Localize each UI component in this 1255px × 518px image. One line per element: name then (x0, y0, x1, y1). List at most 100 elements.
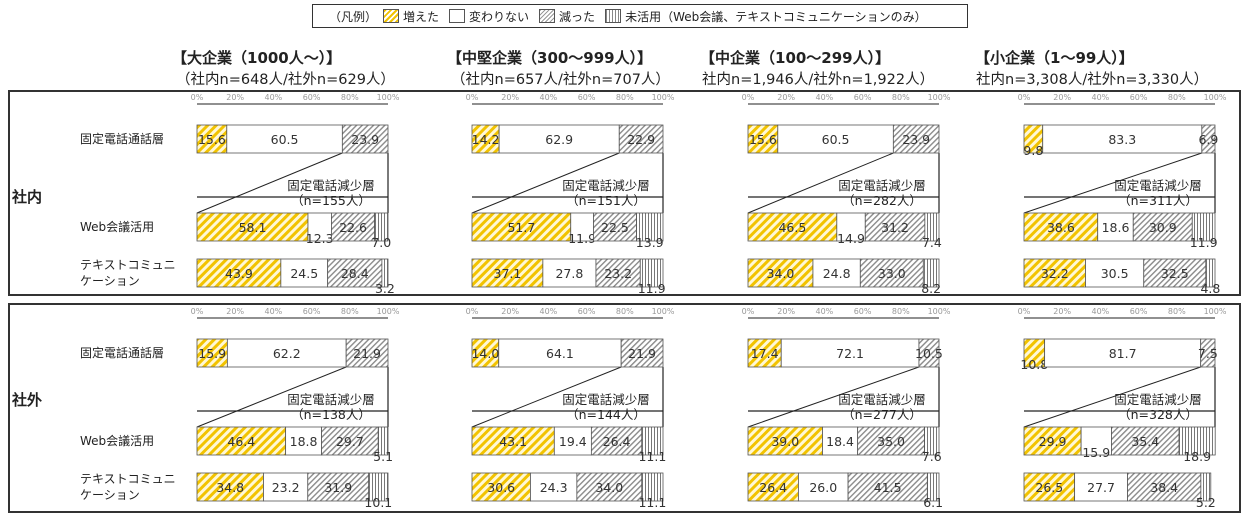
bar-value-label: 21.9 (628, 346, 656, 361)
bar-segment-unchanged (1080, 426, 1112, 456)
axis-tick-label: 80% (616, 307, 634, 316)
bar-value-label: 30.5 (1101, 266, 1129, 281)
bar-value-label: 14.0 (471, 346, 499, 361)
bar-value-label: 32.2 (1041, 266, 1069, 281)
subgroup-n-label: （n=282人） (842, 193, 922, 208)
bar-segment-decreased (1201, 124, 1216, 154)
axis-tick-label: 20% (777, 307, 795, 316)
bar-value-label: 10.8 (1020, 357, 1048, 372)
axis-tick-label: 0% (466, 93, 479, 102)
bar-value-label: 15.9 (1082, 445, 1110, 460)
bar-value-label: 13.9 (636, 235, 664, 250)
bar-segment-decreased (918, 338, 940, 368)
bar-value-label: 23.9 (351, 132, 379, 147)
section-external-box (8, 303, 1241, 513)
bar-value-label: 43.9 (225, 266, 253, 281)
bar-value-label: 9.8 (1023, 143, 1043, 158)
bar-value-label: 23.2 (604, 266, 632, 281)
bar-segment-increased (471, 472, 531, 502)
bar-value-label: 6.1 (923, 495, 943, 510)
bar-value-label: 15.6 (198, 132, 226, 147)
bar-value-label: 18.8 (290, 434, 318, 449)
bar-value-label: 26.5 (1035, 480, 1063, 495)
axis-tick-label: 80% (1168, 93, 1186, 102)
axis-tick-label: 100% (652, 93, 675, 102)
bar-segment-decreased (590, 426, 643, 456)
bar-value-label: 30.6 (487, 480, 515, 495)
bar-segment-decreased (857, 426, 925, 456)
axis-tick-label: 20% (1053, 307, 1071, 316)
bar-segment-decreased (1111, 426, 1180, 456)
bar-segment-decreased (1132, 212, 1193, 242)
legend-label-unused: 未活用（Web会議、テキストコミュニケーションのみ） (625, 9, 927, 24)
bar-segment-increased (196, 472, 264, 502)
bar-value-label: 14.2 (472, 132, 500, 147)
bar-value-label: 22.9 (627, 132, 655, 147)
legend: （凡例） 増えた 変わりない 減った 未活用（Web会議、テキストコミュニケーシ… (312, 4, 968, 28)
bar-segment-unchanged (812, 258, 861, 288)
bar-segment-decreased (595, 258, 641, 288)
same-swatch (449, 9, 466, 23)
row-label: テキストコミュニ ケーション (80, 472, 176, 502)
bar-value-label: 5.1 (373, 449, 393, 464)
axis-tick-label: 80% (616, 93, 634, 102)
bar-segment-increased (747, 426, 823, 456)
subgroup-label: 固定電話減少層 (562, 178, 650, 193)
bar-segment-unused (377, 426, 389, 456)
bar-value-label: 46.5 (778, 220, 806, 235)
bar-segment-decreased (618, 124, 664, 154)
legend-item-unused: 未活用（Web会議、テキストコミュニケーションのみ） (605, 8, 927, 25)
bar-segment-increased (196, 258, 282, 288)
bar-segment-unused (926, 472, 940, 502)
bar-segment-unchanged (1042, 124, 1203, 154)
axis-tick-label: 60% (303, 307, 321, 316)
column-title-large: 【大企業（1000人～）】 (172, 49, 342, 67)
funnel-line (471, 366, 622, 428)
bar-segment-increased (1023, 212, 1099, 242)
bar-segment-decreased (331, 212, 376, 242)
row-label: Web会議活用 (80, 220, 155, 234)
bar-segment-unused (1205, 258, 1216, 288)
bar-value-label: 38.4 (1150, 480, 1178, 495)
bar-segment-unused (1178, 426, 1216, 456)
bar-value-label: 33.0 (878, 266, 906, 281)
funnel-line (747, 152, 894, 214)
bar-value-label: 22.5 (601, 220, 629, 235)
bar-value-label: 31.9 (324, 480, 352, 495)
bar-value-label: 32.5 (1161, 266, 1189, 281)
bar-value-label: 7.0 (371, 235, 391, 250)
bar-value-label: 27.8 (555, 266, 583, 281)
bar-value-label: 10.1 (364, 495, 392, 510)
bar-segment-unused (922, 258, 940, 288)
bar-value-label: 19.4 (559, 434, 587, 449)
legend-item-increased: 増えた (383, 8, 439, 25)
axis-tick-label: 60% (1130, 307, 1148, 316)
bar-value-label: 58.1 (239, 220, 267, 235)
bar-segment-increased (1023, 472, 1076, 502)
funnel-line (1023, 366, 1201, 428)
axis-tick-label: 20% (501, 93, 519, 102)
subgroup-n-label: （n=155人） (291, 193, 371, 208)
bar-value-label: 3.2 (375, 281, 395, 296)
bar-segment-decreased (1200, 338, 1216, 368)
bar-value-label: 23.2 (272, 480, 300, 495)
axis-tick-label: 60% (303, 93, 321, 102)
axis-tick-label: 40% (1092, 93, 1110, 102)
bar-value-label: 41.5 (874, 480, 902, 495)
bar-segment-unchanged (542, 258, 597, 288)
bar-value-label: 43.1 (499, 434, 527, 449)
bar-value-label: 15.9 (198, 346, 226, 361)
bar-value-label: 7.5 (1198, 346, 1218, 361)
bar-value-label: 14.9 (837, 231, 865, 246)
bar-segment-unused (639, 258, 664, 288)
bar-value-label: 4.8 (1200, 281, 1220, 296)
axis-tick-label: 100% (928, 307, 951, 316)
bar-segment-unchanged (498, 124, 620, 154)
bar-segment-increased (747, 212, 838, 242)
bar-value-label: 18.4 (826, 434, 854, 449)
bar-segment-unused (641, 472, 664, 502)
bar-value-label: 24.5 (290, 266, 318, 281)
legend-label-increased: 増えた (403, 9, 440, 24)
bar-value-label: 17.4 (751, 346, 779, 361)
subgroup-n-label: （n=277人） (842, 407, 922, 422)
